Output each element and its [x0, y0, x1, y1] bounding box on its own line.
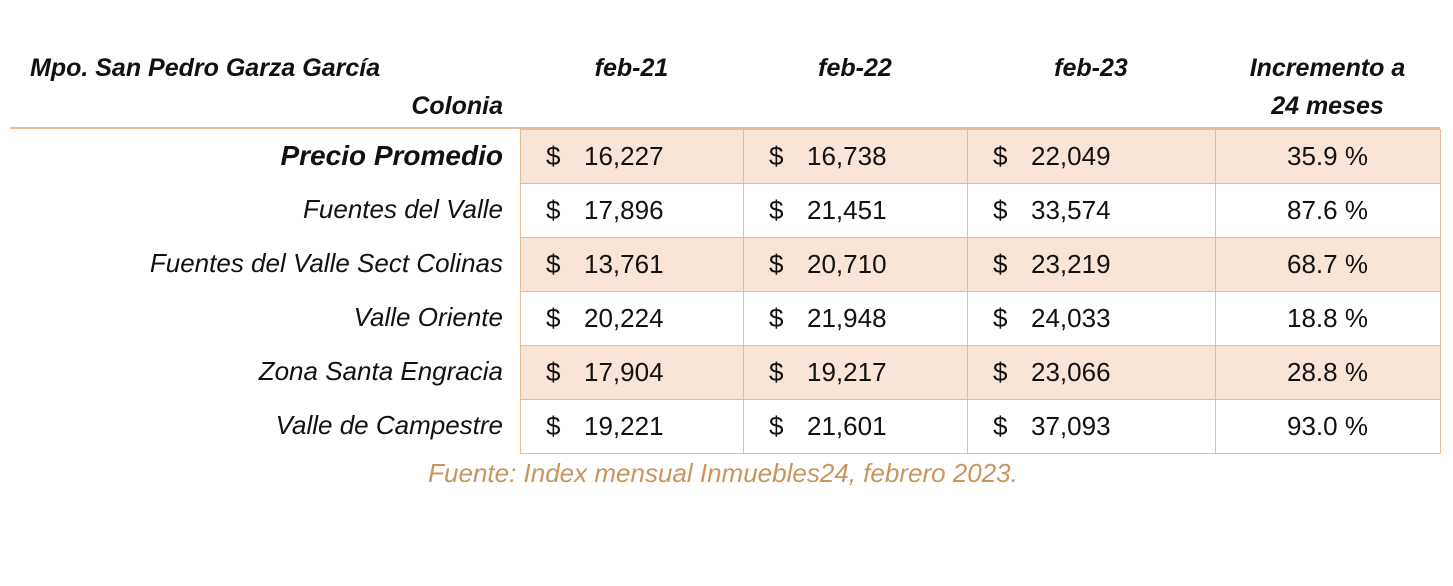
price: 23,066 — [1031, 357, 1111, 387]
increase: 18.8 % — [1287, 303, 1368, 333]
table-cell — [1215, 237, 1441, 292]
price: 19,217 — [807, 357, 887, 387]
increase: 68.7 % — [1287, 249, 1368, 279]
price: 21,451 — [807, 195, 887, 225]
price: 23,219 — [1031, 249, 1111, 279]
column-header: feb-21 — [594, 54, 669, 82]
currency-symbol: $ — [546, 141, 561, 171]
row-label: Fuentes del Valle Sect Colinas — [149, 248, 503, 278]
currency-symbol: $ — [769, 141, 784, 171]
currency-symbol: $ — [546, 249, 561, 279]
row-label: Zona Santa Engracia — [258, 356, 503, 386]
price: 17,904 — [584, 357, 664, 387]
currency-symbol: $ — [769, 195, 784, 225]
price: 21,948 — [807, 303, 887, 333]
price: 37,093 — [1031, 411, 1111, 441]
price: 20,224 — [584, 303, 664, 333]
price: 16,227 — [584, 141, 664, 171]
increase: 87.6 % — [1287, 195, 1368, 225]
row-label: Valle de Campestre — [275, 410, 503, 440]
currency-symbol: $ — [993, 303, 1008, 333]
currency-symbol: $ — [993, 249, 1008, 279]
column-header: Incremento a — [1249, 54, 1406, 82]
currency-symbol: $ — [769, 303, 784, 333]
currency-symbol: $ — [546, 195, 561, 225]
price: 21,601 — [807, 411, 887, 441]
currency-symbol: $ — [993, 411, 1008, 441]
header-rule — [10, 127, 1440, 129]
table-cell — [1215, 345, 1441, 400]
price: 33,574 — [1031, 195, 1111, 225]
currency-symbol: $ — [769, 357, 784, 387]
source-note: Fuente: Index mensual Inmuebles24, febre… — [428, 458, 1018, 488]
column-header: 24 meses — [1271, 92, 1384, 120]
column-header: feb-23 — [1054, 54, 1128, 82]
currency-symbol: $ — [993, 141, 1008, 171]
currency-symbol: $ — [993, 357, 1008, 387]
row-label: Fuentes del Valle — [303, 194, 503, 224]
table-cell — [743, 237, 968, 292]
currency-symbol: $ — [769, 411, 784, 441]
increase: 35.9 % — [1287, 141, 1368, 171]
currency-symbol: $ — [546, 411, 561, 441]
price: 20,710 — [807, 249, 887, 279]
column-header: feb-22 — [818, 54, 892, 82]
currency-symbol: $ — [546, 303, 561, 333]
price: 17,896 — [584, 195, 664, 225]
table-cell — [520, 237, 744, 292]
table-cell — [1215, 399, 1441, 454]
price: 16,738 — [807, 141, 887, 171]
table-cell — [1215, 129, 1441, 184]
price: 22,049 — [1031, 141, 1111, 171]
price: 24,033 — [1031, 303, 1111, 333]
municipality: Mpo. San Pedro Garza García — [30, 54, 381, 82]
currency-symbol: $ — [546, 357, 561, 387]
increase: 93.0 % — [1287, 411, 1368, 441]
price: 13,761 — [584, 249, 664, 279]
currency-symbol: $ — [769, 249, 784, 279]
increase: 28.8 % — [1287, 357, 1368, 387]
currency-symbol: $ — [993, 195, 1008, 225]
column-label: Colonia — [411, 92, 503, 120]
row-label: Valle Oriente — [353, 302, 503, 332]
row-label: Precio Promedio — [280, 140, 503, 171]
price: 19,221 — [584, 411, 664, 441]
table-cell — [967, 237, 1216, 292]
